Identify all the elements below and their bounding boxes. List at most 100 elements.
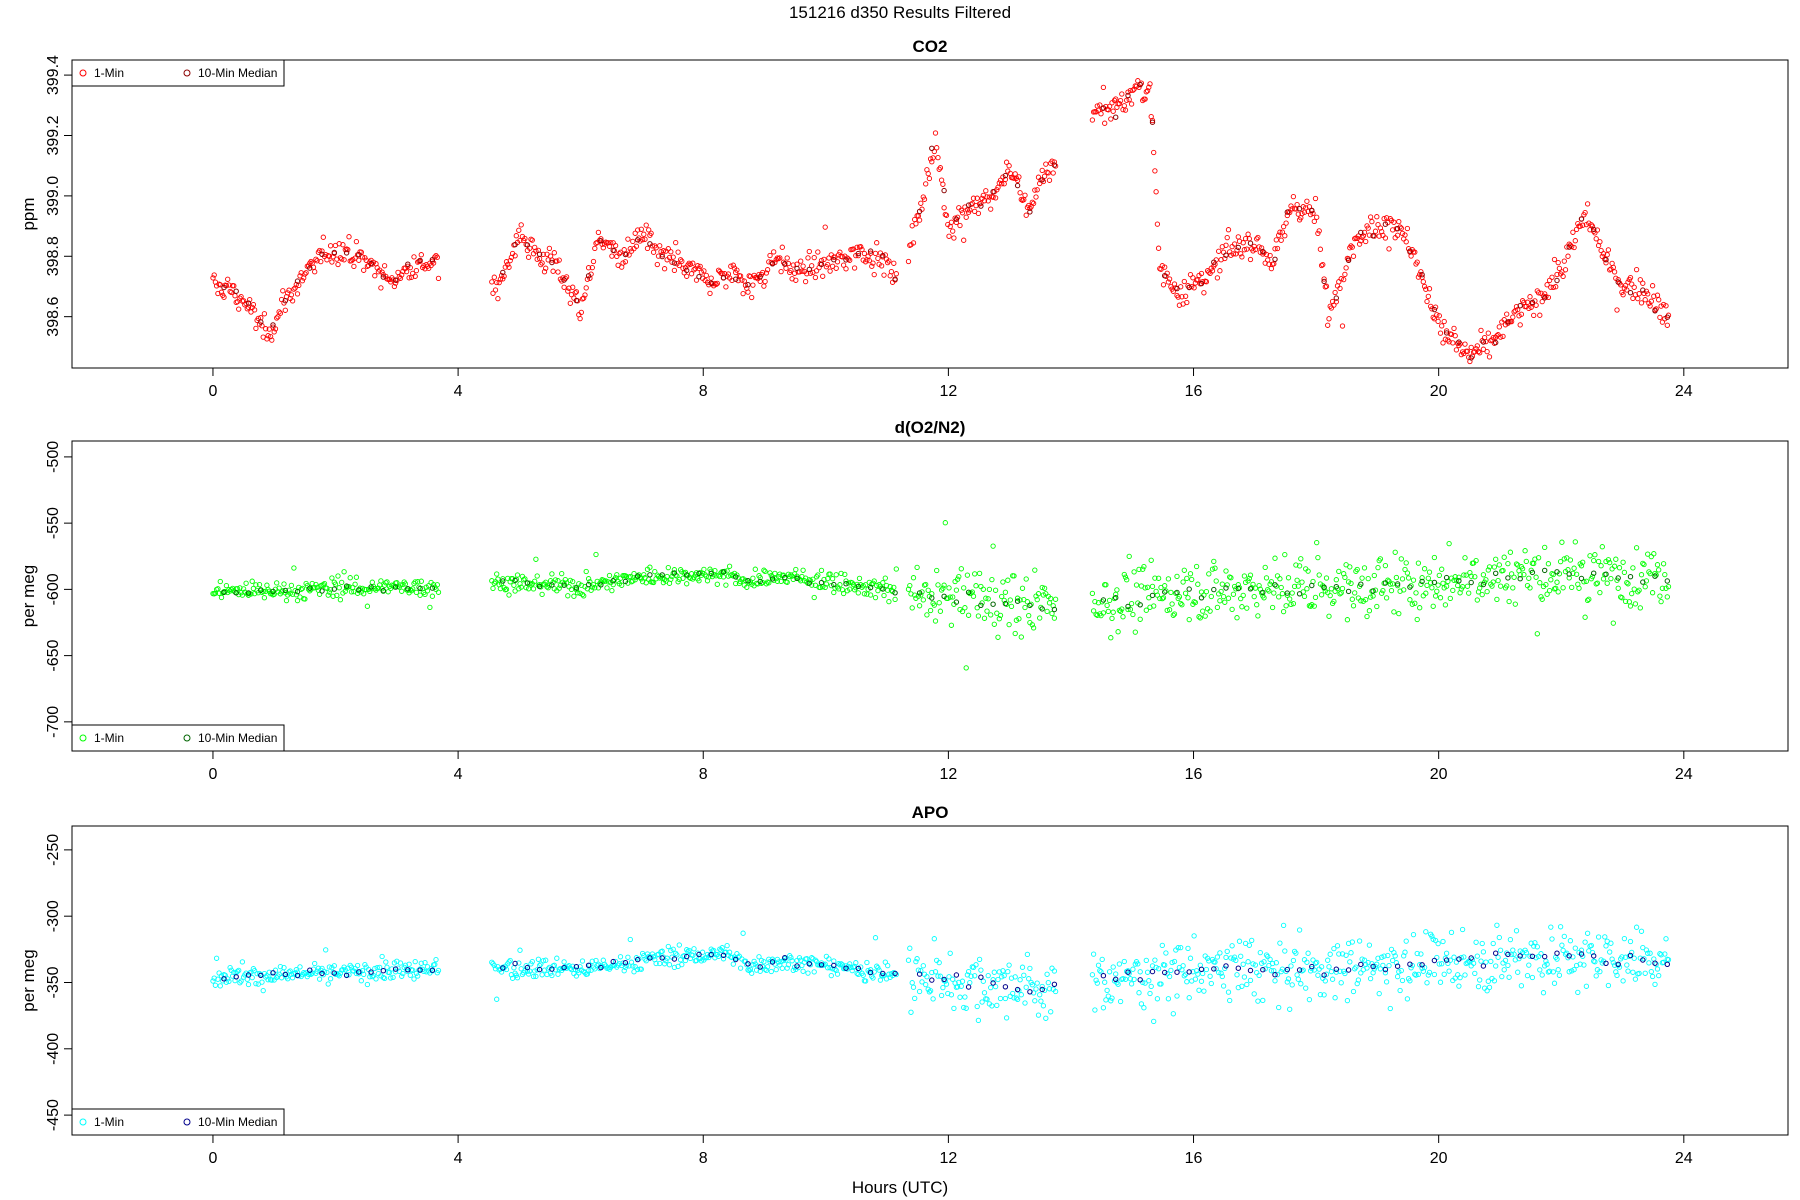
data-point: [225, 976, 231, 982]
data-point: [1247, 256, 1254, 263]
median-point: [1149, 592, 1156, 599]
data-point: [635, 966, 641, 973]
data-point: [1179, 602, 1185, 608]
data-point: [1338, 980, 1344, 986]
data-point: [1624, 962, 1630, 968]
data-point: [756, 954, 762, 960]
data-point: [600, 957, 606, 963]
data-point: [1168, 967, 1174, 974]
data-point: [378, 285, 384, 291]
median-point: [331, 970, 337, 976]
data-point: [1549, 570, 1555, 577]
data-point: [375, 585, 382, 591]
data-point: [1016, 987, 1022, 994]
data-point: [1506, 598, 1512, 605]
median-point: [221, 284, 227, 291]
data-point: [1094, 980, 1100, 986]
median-point: [536, 966, 543, 973]
data-point: [1152, 957, 1158, 963]
data-point: [1320, 261, 1326, 268]
data-point: [1651, 293, 1657, 299]
data-point: [641, 231, 647, 237]
data-point: [872, 594, 879, 601]
data-point: [932, 969, 939, 975]
data-point: [1657, 314, 1663, 321]
data-point: [1404, 225, 1411, 232]
data-point: [1645, 950, 1651, 956]
median-point: [1542, 953, 1548, 960]
data-point: [1584, 930, 1591, 936]
data-point: [948, 219, 955, 225]
data-point: [1152, 168, 1158, 174]
data-point: [1228, 575, 1234, 581]
data-point: [1354, 980, 1360, 987]
data-point: [1436, 961, 1442, 967]
x-tick-label: 4: [454, 766, 463, 783]
data-point: [658, 248, 664, 255]
data-point: [847, 257, 853, 263]
data-point: [1329, 976, 1336, 982]
data-point: [1592, 552, 1598, 558]
data-point: [784, 255, 790, 261]
data-point: [789, 958, 795, 964]
data-point: [1347, 564, 1353, 570]
data-point: [701, 268, 707, 274]
data-point: [946, 974, 952, 980]
data-point: [332, 581, 339, 587]
data-point: [277, 310, 284, 316]
data-point: [353, 238, 360, 245]
data-point: [1418, 269, 1424, 275]
data-point: [1245, 231, 1251, 237]
data-point: [1039, 983, 1045, 990]
median-point: [1480, 581, 1487, 588]
data-point: [825, 965, 831, 971]
data-point: [592, 245, 598, 252]
median-point: [892, 970, 898, 977]
data-point: [1287, 596, 1293, 602]
data-point: [1141, 563, 1147, 570]
data-point: [1569, 584, 1575, 591]
y-tick-label: 398.6: [45, 297, 62, 337]
data-point: [533, 248, 539, 254]
data-point: [750, 282, 756, 288]
plot-frame: [71, 440, 1789, 752]
data-point: [724, 942, 730, 949]
data-point: [552, 967, 559, 973]
median-point: [1002, 984, 1009, 990]
data-point: [1291, 583, 1298, 590]
data-point: [1654, 562, 1661, 568]
data-point: [1002, 589, 1009, 595]
data-point: [239, 959, 246, 965]
y-tick-label: -700: [45, 706, 62, 738]
data-point: [1434, 588, 1440, 594]
data-point: [912, 995, 918, 1002]
data-point: [778, 578, 784, 585]
data-point: [1561, 933, 1567, 940]
data-point: [978, 583, 984, 590]
data-point: [511, 965, 517, 971]
data-point: [1348, 580, 1354, 587]
data-point: [631, 969, 637, 975]
data-point: [1182, 971, 1189, 977]
data-point: [1353, 964, 1359, 970]
data-point: [660, 248, 667, 254]
median-point: [1260, 248, 1266, 255]
data-point: [1358, 598, 1364, 604]
data-point: [1244, 981, 1250, 988]
data-point: [815, 572, 821, 578]
data-point: [958, 983, 964, 989]
data-point: [312, 585, 318, 591]
data-point: [1318, 964, 1325, 970]
data-point: [888, 268, 895, 275]
data-point: [1486, 564, 1493, 570]
data-point: [817, 584, 823, 591]
data-point: [1355, 977, 1362, 983]
data-point: [964, 572, 971, 578]
data-point: [767, 252, 773, 259]
data-point: [612, 958, 619, 965]
median-point: [671, 570, 678, 576]
data-point: [1461, 572, 1467, 578]
data-point: [373, 976, 379, 982]
data-point: [1651, 551, 1657, 557]
data-point: [348, 258, 355, 264]
